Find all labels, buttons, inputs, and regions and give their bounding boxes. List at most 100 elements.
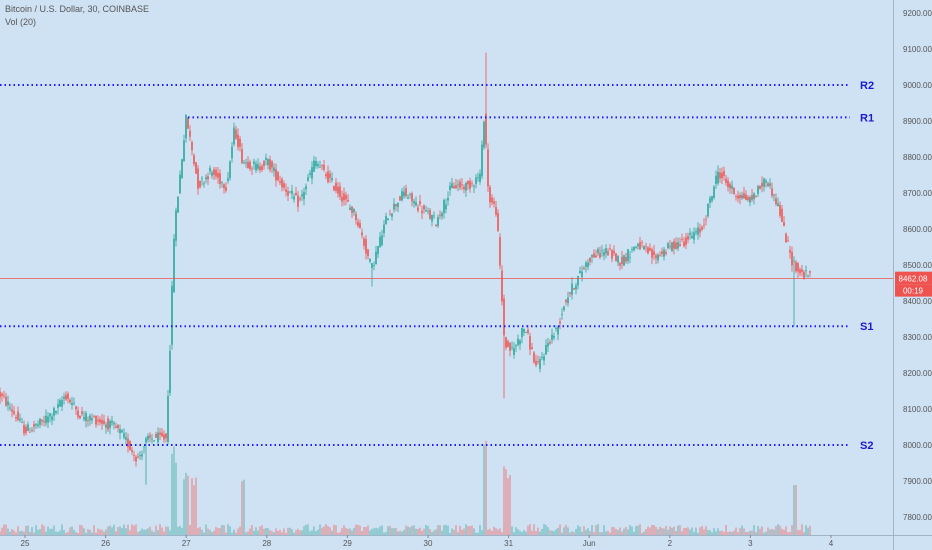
volume-bar	[309, 531, 311, 535]
candle-body	[91, 418, 93, 421]
time-axis-tick-label: Jun	[583, 539, 596, 548]
candle-body	[517, 338, 519, 345]
candle-body	[621, 256, 623, 264]
candle-body	[313, 160, 315, 172]
candle-body	[645, 246, 647, 248]
volume-bar	[59, 530, 61, 535]
volume-bar	[157, 530, 159, 535]
candle-body	[439, 214, 441, 216]
candle-body	[775, 198, 777, 204]
candle-body	[21, 422, 23, 423]
candle-body	[191, 141, 193, 151]
candle-body	[261, 166, 263, 171]
volume-bar	[67, 531, 69, 535]
volume-bar	[379, 526, 381, 535]
candle-body	[131, 449, 133, 452]
volume-bar	[445, 524, 447, 535]
volume-bar	[171, 453, 173, 535]
candle-body	[705, 219, 707, 221]
candle-body	[445, 204, 447, 210]
price-axis-tick-label: 7800.00	[903, 513, 932, 522]
candle-body	[481, 144, 483, 177]
volume-bar	[579, 526, 581, 535]
candle-body	[579, 270, 581, 274]
volume-bar	[69, 527, 71, 535]
volume-bar	[739, 528, 741, 535]
candle-body	[363, 238, 365, 246]
candle-body	[237, 134, 239, 148]
volume-bar	[277, 530, 279, 535]
volume-bar	[357, 524, 359, 535]
candle-body	[61, 400, 63, 407]
candle-body	[133, 454, 135, 456]
candle-body	[781, 208, 783, 222]
volume-bar	[153, 531, 155, 535]
volume-bar	[723, 532, 725, 535]
volume-bar	[691, 527, 693, 535]
volume-bar	[499, 528, 501, 535]
candle-body	[365, 239, 367, 254]
candle-body	[179, 174, 181, 194]
candle-body	[29, 431, 31, 433]
volume-bar	[731, 531, 733, 535]
price-axis-tick-label: 8900.00	[903, 117, 932, 126]
volume-bar	[289, 527, 291, 535]
volume-bar	[797, 529, 799, 535]
candle-body	[483, 121, 485, 148]
candle-body	[797, 263, 799, 272]
volume-bar	[329, 527, 331, 535]
candle-body	[43, 421, 45, 422]
volume-bar	[407, 526, 409, 535]
price-axis-tick-label: 8300.00	[903, 333, 932, 342]
volume-bar	[181, 527, 183, 535]
volume-bar	[387, 526, 389, 535]
volume-bar	[375, 527, 377, 535]
volume-bar	[655, 527, 657, 535]
candle-body	[331, 178, 333, 181]
candle-body	[285, 189, 287, 192]
level-label-s1: S1	[860, 321, 873, 333]
candle-body	[651, 249, 653, 258]
candle-body	[309, 172, 311, 175]
volume-bar	[617, 529, 619, 535]
price-axis-tick-label: 8000.00	[903, 441, 932, 450]
volume-bar	[337, 532, 339, 535]
volume-bar	[767, 527, 769, 535]
volume-bar	[71, 526, 73, 535]
volume-bar	[765, 531, 767, 535]
candle-body	[239, 138, 241, 147]
volume-bar	[443, 525, 445, 535]
candle-body	[593, 253, 595, 258]
candle-body	[343, 193, 345, 201]
candle-body	[537, 361, 539, 363]
volume-bar	[509, 474, 511, 535]
volume-bar	[303, 526, 305, 535]
volume-bar	[645, 529, 647, 535]
candle-body	[425, 210, 427, 212]
candle-body	[113, 423, 115, 425]
candle-body	[455, 185, 457, 189]
volume-bar	[433, 530, 435, 535]
candle-body	[389, 214, 391, 216]
candle-body	[635, 246, 637, 248]
volume-bar	[165, 526, 167, 535]
volume-bar	[413, 525, 415, 535]
volume-bar	[465, 524, 467, 535]
volume-bar	[513, 532, 515, 535]
volume-bar	[451, 528, 453, 535]
volume-bar	[117, 527, 119, 535]
candle-body	[93, 416, 95, 418]
candle-body	[469, 181, 471, 189]
candle-body	[379, 236, 381, 248]
candle-body	[109, 421, 111, 429]
volume-bar	[211, 532, 213, 535]
volume-bar	[203, 532, 205, 535]
volume-bar	[51, 528, 53, 535]
candle-body	[251, 168, 253, 170]
candle-body	[501, 270, 503, 302]
volume-bar	[641, 532, 643, 535]
candle-body	[77, 410, 79, 417]
volume-bar	[389, 525, 391, 535]
volume-bar	[315, 531, 317, 535]
